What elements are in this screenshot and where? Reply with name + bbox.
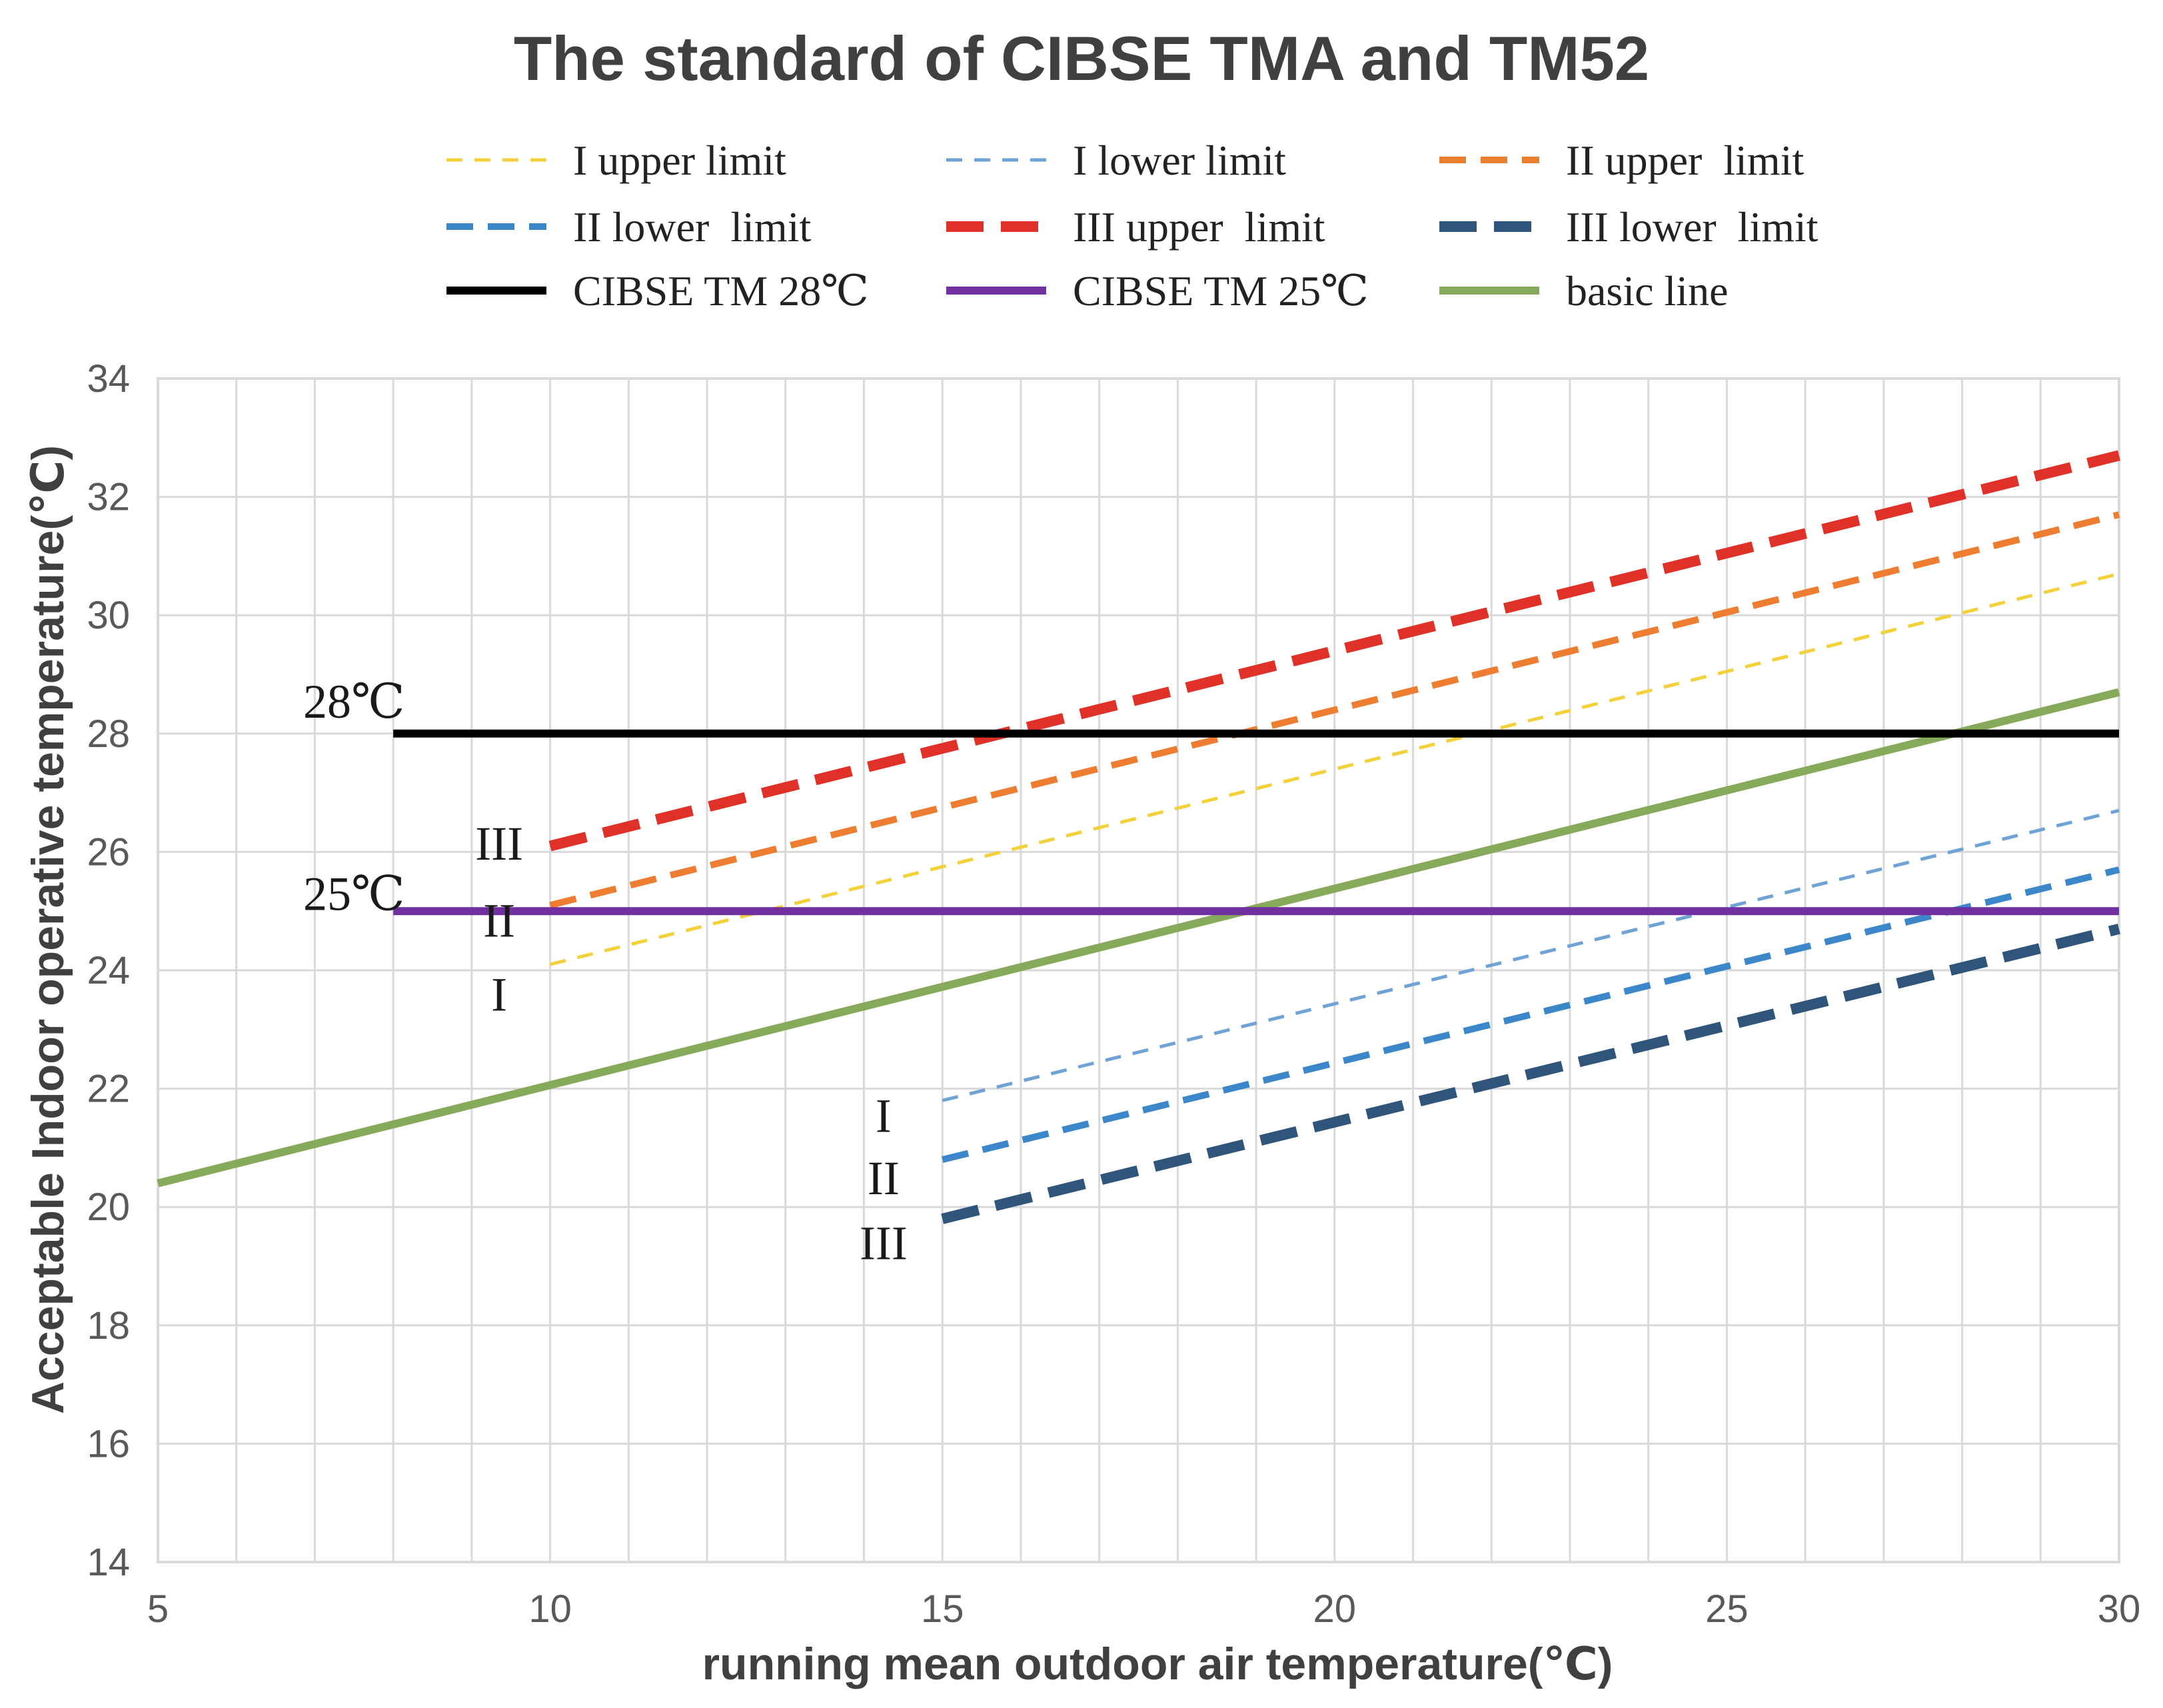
x-tick-label: 5 (147, 1587, 169, 1631)
legend-label: III upper limit (1073, 203, 1325, 251)
tick-labels: 5 10 15 20 25 30 14 16 18 20 22 24 26 28 30 32 34 (87, 357, 2140, 1631)
x-tick-label: 20 (1313, 1587, 1357, 1631)
y-tick-label: 26 (87, 830, 130, 874)
annotation-label: III (860, 1216, 908, 1270)
series-lines (157, 450, 2120, 1224)
legend: I upper limit I lower limit II upper limit… (446, 137, 1818, 315)
y-tick-label: 18 (87, 1304, 130, 1347)
legend-label: I lower limit (1073, 137, 1286, 184)
series-line-iii-upper-limit (548, 450, 2120, 852)
legend-label: III lower limit (1566, 203, 1818, 251)
legend-label: CIBSE TM 28℃ (573, 267, 869, 315)
legend-label: II lower limit (573, 203, 811, 251)
x-tick-label: 15 (921, 1587, 964, 1631)
series-line-iii-lower-limit (941, 924, 2120, 1224)
chart-title: The standard of CIBSE TMA and TM52 (514, 23, 1649, 93)
plot-grid (157, 377, 2120, 1563)
y-tick-label: 22 (87, 1068, 130, 1111)
y-tick-label: 34 (87, 357, 130, 401)
annotation-label: II (868, 1152, 900, 1205)
x-tick-label: 30 (2098, 1587, 2141, 1631)
x-tick-label: 10 (528, 1587, 572, 1631)
legend-label: CIBSE TM 25℃ (1073, 267, 1369, 315)
y-tick-label: 28 (87, 712, 130, 756)
annotation-label: I (491, 968, 507, 1022)
y-tick-label: 16 (87, 1422, 130, 1465)
y-tick-label: 14 (87, 1541, 130, 1584)
x-tick-label: 25 (1705, 1587, 1749, 1631)
y-tick-label: 30 (87, 594, 130, 637)
annotation-label: 25℃ (303, 868, 405, 921)
series-line-i-upper-limit (549, 572, 2120, 966)
y-tick-label: 20 (87, 1186, 130, 1229)
legend-label: II upper limit (1566, 137, 1804, 184)
series-line-ii-lower-limit (942, 866, 2120, 1164)
annotation-label: III (475, 817, 523, 870)
annotation-label: 28℃ (303, 675, 405, 728)
series-line-ii-upper-limit (549, 511, 2120, 909)
x-axis-title: running mean outdoor air temperature(℃) (702, 1639, 1613, 1689)
annotation-label: I (876, 1090, 892, 1143)
y-tick-label: 24 (87, 949, 130, 992)
legend-label: I upper limit (573, 137, 786, 184)
series-line-i-lower-limit (942, 808, 2120, 1102)
series-line-basic-line (157, 688, 2120, 1188)
y-tick-label: 32 (87, 476, 130, 519)
legend-label: basic line (1566, 267, 1728, 315)
y-axis-title: Acceptable Indoor operative temperature(… (23, 445, 73, 1414)
annotation-label: II (483, 894, 515, 948)
